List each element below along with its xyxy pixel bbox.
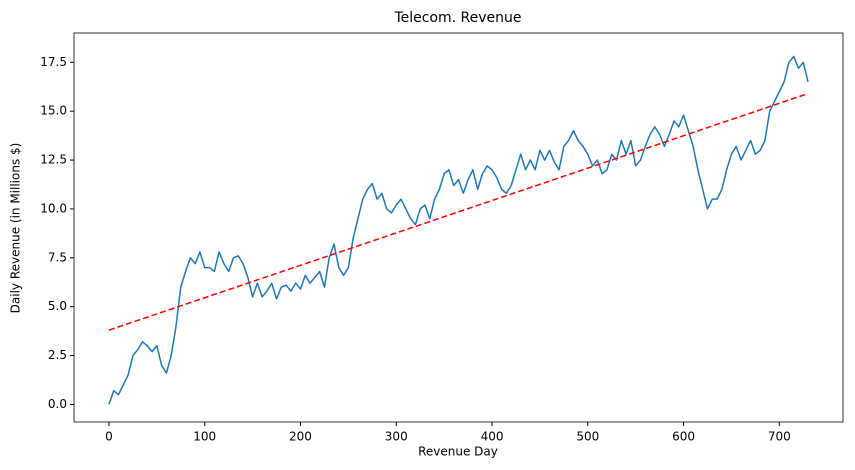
plot-frame: [73, 32, 844, 423]
y-tick-label: 17.5: [40, 55, 67, 69]
line-series: [108, 55, 809, 405]
y-tick-label: 5.0: [48, 299, 67, 313]
y-tick-label: 7.5: [48, 250, 67, 264]
x-axis-label: Revenue Day: [418, 445, 498, 459]
x-tick-label: 0: [105, 430, 113, 444]
y-tick-label: 12.5: [40, 153, 67, 167]
x-tick-label: 400: [481, 430, 504, 444]
x-tick-label: 200: [289, 430, 312, 444]
y-tick-label: 10.0: [40, 201, 67, 215]
line-series: [108, 92, 809, 331]
x-tick-label: 100: [193, 430, 216, 444]
x-tick-label: 600: [672, 430, 695, 444]
y-tick-label: 15.0: [40, 104, 67, 118]
chart-title: Telecom. Revenue: [393, 10, 521, 26]
y-axis-label: Daily Revenue (in Millions $): [9, 143, 23, 314]
y-tick-label: 2.5: [48, 348, 67, 362]
y-tick-label: 0.0: [48, 397, 67, 411]
x-tick-label: 700: [768, 430, 791, 444]
x-tick-label: 300: [385, 430, 408, 444]
x-tick-label: 500: [576, 430, 599, 444]
